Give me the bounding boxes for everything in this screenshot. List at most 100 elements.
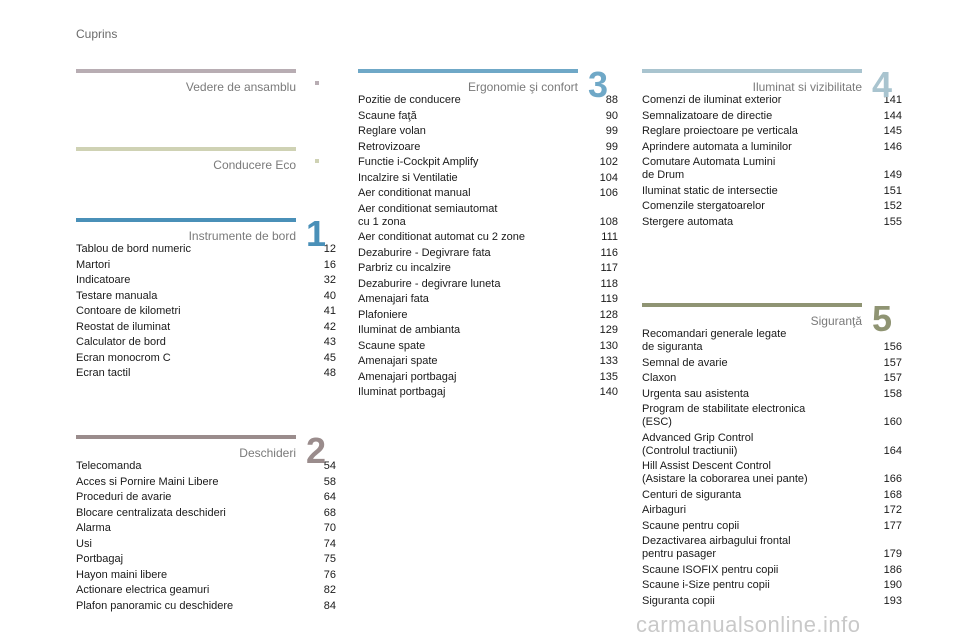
toc-entry-page: 40 [323,289,336,302]
toc-entry[interactable]: Comenzi de iluminat exterior 141 [642,94,902,107]
toc-entry[interactable]: Tablou de bord numeric 12 [76,243,336,256]
toc-entry[interactable]: Amenajari spate 133 [358,355,618,368]
section-number: 4 [871,64,892,105]
toc-entry-title: Functie i-Cockpit Amplify [358,156,479,168]
toc-entry[interactable]: Portbagaj 75 [76,553,336,566]
toc-entry[interactable]: Dezactivarea airbagului frontal pentru p… [642,535,902,561]
toc-entry[interactable]: Reostat de iluminat 42 [76,321,336,334]
toc-entry[interactable]: Telecomanda 54 [76,460,336,473]
toc-entry[interactable]: Siguranta copii 193 [642,595,902,608]
toc-entry-page: 152 [883,200,902,212]
toc-entry-title: Scaune faţă [358,109,417,122]
toc-entry-page: 149 [883,169,902,181]
toc-entry[interactable]: Blocare centralizata deschideri 68 [76,507,336,520]
toc-entry[interactable]: Usi 74 [76,538,336,551]
toc-entry[interactable]: Ecran tactil 48 [76,367,336,380]
section-siguranta: Siguranţă 5 Recomandari generale legate … [642,299,902,610]
section-eco: Conducere Eco [76,147,326,172]
toc-entry-page: 186 [883,563,902,576]
toc-entry-page: 76 [323,568,336,581]
toc-entry-title: Dezactivarea airbagului frontal pentru p… [642,535,791,560]
toc-entry[interactable]: Comutare Automata Lumini de Drum 149 [642,156,902,182]
toc-entry-page: 168 [883,488,902,501]
toc-entry[interactable]: Aer conditionat manual 106 [358,187,618,200]
toc-entry[interactable]: Comenzile stergatoarelor 152 [642,200,902,213]
toc-entry-title: Iluminat static de intersectie [642,184,778,197]
toc-entry[interactable]: Plafoniere 128 [358,309,618,322]
toc-entry[interactable]: Hill Assist Descent Control (Asistare la… [642,460,902,486]
toc-entry[interactable]: Centuri de siguranta 168 [642,489,902,502]
toc-entry-page: 166 [883,473,902,485]
toc-entry-title: Plafoniere [358,308,408,321]
toc-entry-title: Telecomanda [76,460,142,472]
toc-entry-page: 88 [605,94,618,106]
toc-entry[interactable]: Testare manuala 40 [76,290,336,303]
toc-entry[interactable]: Stergere automata 155 [642,216,902,229]
toc-entry[interactable]: Recomandari generale legate de siguranta… [642,328,902,354]
toc-entry[interactable]: Contoare de kilometri 41 [76,305,336,318]
toc-entry[interactable]: Amenajari fata 119 [358,293,618,306]
toc-entry[interactable]: Claxon 157 [642,372,902,385]
toc-entry[interactable]: Ecran monocrom C 45 [76,352,336,365]
toc-entry[interactable]: Program de stabilitate electronica (ESC)… [642,403,902,429]
toc-entry[interactable]: Acces si Pornire Maini Libere 58 [76,476,336,489]
toc-entry[interactable]: Indicatoare 32 [76,274,336,287]
toc-entry[interactable]: Scaune spate 130 [358,340,618,353]
toc-entry-page: 70 [323,522,336,534]
toc-entry[interactable]: Urgenta sau asistenta 158 [642,388,902,401]
toc-entry[interactable]: Hayon maini libere 76 [76,569,336,582]
toc-entry-page: 172 [883,504,902,516]
toc-entry[interactable]: Alarma 70 [76,522,336,535]
toc-entry[interactable]: Reglare proiectoare pe verticala 145 [642,125,902,138]
toc-entry-page: 145 [883,125,902,137]
section-bar [76,147,296,151]
toc-entry[interactable]: Calculator de bord 43 [76,336,336,349]
toc-entry[interactable]: Scaune ISOFIX pentru copii 186 [642,564,902,577]
toc-entry-title: Parbriz cu incalzire [358,262,451,274]
toc-entry[interactable]: Aer conditionat automat cu 2 zone 111 [358,231,618,244]
toc-entry[interactable]: Pozitie de conducere 88 [358,94,618,107]
toc-entry[interactable]: Scaune i-Size pentru copii 190 [642,579,902,592]
toc-entry-page: 156 [883,341,902,353]
toc-entry-title: Usi [76,537,92,550]
toc-entry[interactable]: Plafon panoramic cu deschidere 84 [76,600,336,613]
toc-entry-page: 106 [599,187,618,199]
toc-entry[interactable]: Iluminat de ambianta 129 [358,324,618,337]
toc-entry[interactable]: Proceduri de avarie 64 [76,491,336,504]
toc-entry[interactable]: Dezaburire - degivrare luneta 118 [358,278,618,291]
toc-entry[interactable]: Iluminat static de intersectie 151 [642,185,902,198]
toc-entry[interactable]: Iluminat portbagaj 140 [358,386,618,399]
toc-entry[interactable]: Amenajari portbagaj 135 [358,371,618,384]
toc-entry-title: Stergere automata [642,215,734,228]
toc-entry[interactable]: Parbriz cu incalzire 117 [358,262,618,275]
toc-entry[interactable]: Airbaguri 172 [642,504,902,517]
toc-entry[interactable]: Scaune pentru copii 177 [642,520,902,533]
toc-entry-title: Amenajari portbagaj [358,370,457,383]
toc-entry-title: Testare manuala [76,289,158,302]
toc-entry-page: 104 [599,171,618,184]
toc-entry-page: 128 [599,308,618,321]
toc-entry[interactable]: Advanced Grip Control (Controlul tractiu… [642,432,902,458]
toc-entry-page: 146 [883,140,902,153]
toc-entry-page: 16 [323,258,336,271]
toc-entry[interactable]: Semnalizatoare de directie 144 [642,110,902,123]
toc-entry-page: 102 [599,156,618,168]
toc-entry[interactable]: Dezaburire - Degivrare fata 116 [358,247,618,260]
toc-entry[interactable]: Actionare electrica geamuri 82 [76,584,336,597]
toc-entry-page: 99 [605,140,618,153]
toc-entry[interactable]: Aprindere automata a luminilor 146 [642,141,902,154]
toc-entry[interactable]: Scaune faţă 90 [358,110,618,123]
toc-entry-page: 58 [323,475,336,488]
toc-entry-title: Amenajari fata [358,293,429,305]
toc-entry[interactable]: Aer conditionat semiautomat cu 1 zona 108 [358,203,618,229]
toc-entry-title: Scaune spate [358,339,426,352]
toc-entry[interactable]: Retrovizoare 99 [358,141,618,154]
toc-entry-title: Iluminat portbagaj [358,386,446,398]
toc-entry[interactable]: Reglare volan 99 [358,125,618,138]
toc-entry[interactable]: Semnal de avarie 157 [642,357,902,370]
section-bar [358,69,578,73]
toc-entry[interactable]: Incalzire si Ventilatie 104 [358,172,618,185]
section-bar [76,218,296,222]
toc-entry[interactable]: Functie i-Cockpit Amplify 102 [358,156,618,169]
toc-entry[interactable]: Martori 16 [76,259,336,272]
